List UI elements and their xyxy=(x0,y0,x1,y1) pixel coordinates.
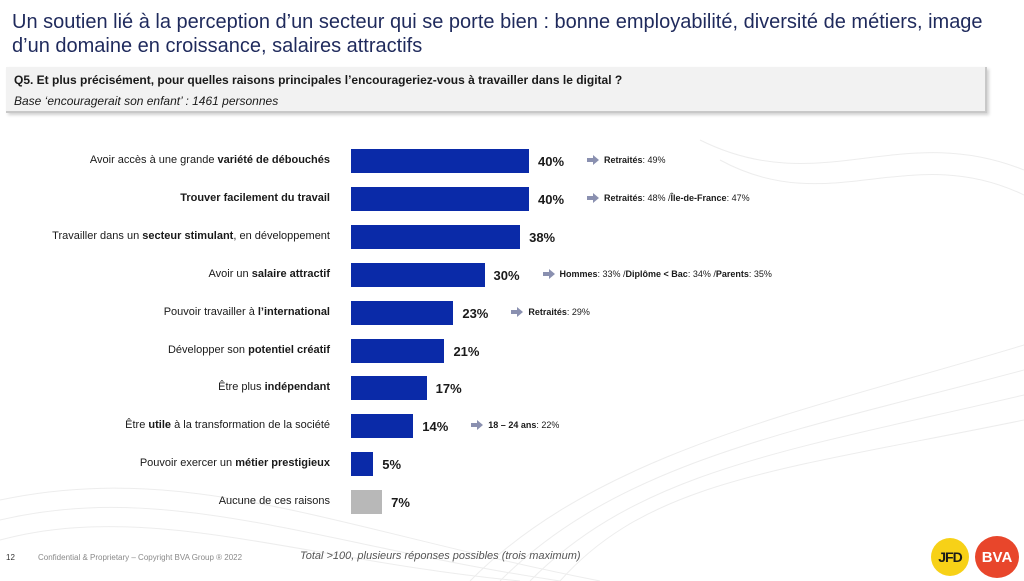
category-label-0-part-1: variété de débouchés xyxy=(217,154,331,166)
subgroup-note-3-part-0: Hommes xyxy=(559,268,598,279)
question-box: Q5. Et plus précisément, pour quelles ra… xyxy=(6,67,987,113)
arrow-right-icon xyxy=(511,306,524,317)
subgroup-note-1-part-3: : 47% xyxy=(726,192,750,203)
category-label-1-part-0: Trouver facilement du travail xyxy=(180,191,330,204)
category-label-8-part-0: Pouvoir exercer un xyxy=(139,457,236,470)
category-label-2: Travailler dans un secteur stimulant, en… xyxy=(52,230,330,242)
subgroup-note-4: Retraités : 29% xyxy=(511,306,590,317)
category-label-9: Aucune de ces raisons xyxy=(219,495,330,507)
jfd-logo-text: JFD xyxy=(938,549,962,565)
value-label-8: 5% xyxy=(382,457,402,473)
bar-4 xyxy=(351,300,454,325)
subgroup-note-0-part-1: : 49% xyxy=(642,155,666,165)
value-label-7: 14% xyxy=(422,419,449,435)
value-label-5: 21% xyxy=(453,343,480,359)
bar-1 xyxy=(351,186,529,211)
bva-logo-text: BVA xyxy=(981,548,1013,566)
subgroup-note-3-part-4: Parents xyxy=(715,268,749,279)
category-label-5-part-0: Développer son xyxy=(167,343,249,356)
value-label-2: 38% xyxy=(529,229,556,245)
category-label-5-part-1: potentiel créatif xyxy=(248,343,330,356)
category-label-2-part-0: Travailler dans un xyxy=(52,229,143,242)
question-text: Q5. Et plus précisément, pour quelles ra… xyxy=(14,73,623,87)
category-label-9-part-0: Aucune de ces raisons xyxy=(218,495,330,508)
category-label-7: Être utile à la transformation de la soc… xyxy=(125,419,330,431)
arrow-right-icon xyxy=(471,420,484,431)
bar-6 xyxy=(351,376,427,401)
total-note: Total >100, plusieurs réponses possibles… xyxy=(300,550,581,562)
category-label-8: Pouvoir exercer un métier prestigieux xyxy=(140,457,330,469)
value-label-1: 40% xyxy=(538,191,565,207)
value-label-3: 30% xyxy=(493,267,520,283)
value-label-6: 17% xyxy=(435,381,462,397)
category-label-0: Avoir accès à une grande variété de débo… xyxy=(90,154,330,166)
category-label-3: Avoir un salaire attractif xyxy=(209,268,330,280)
subgroup-note-3-part-1: : 33% / xyxy=(597,268,626,279)
bar-8 xyxy=(351,452,374,477)
bar-0 xyxy=(351,149,529,173)
arrow-right-icon xyxy=(587,155,599,165)
category-label-6-part-0: Être plus xyxy=(218,381,265,394)
jfd-logo: JFD xyxy=(931,538,969,576)
category-label-3-part-1: salaire attractif xyxy=(251,267,330,280)
subgroup-note-7: 18 – 24 ans : 22% xyxy=(471,420,560,431)
subgroup-note-3-part-5: : 35% xyxy=(748,268,772,279)
category-label-6: Être plus indépendant xyxy=(218,381,330,393)
value-label-9: 7% xyxy=(391,495,410,511)
subgroup-note-7-part-0: 18 – 24 ans xyxy=(488,420,537,431)
subgroup-note-4-part-1: : 29% xyxy=(566,306,590,317)
value-label-0: 40% xyxy=(538,154,565,169)
category-label-3-part-0: Avoir un xyxy=(208,267,252,280)
subgroup-note-4-part-0: Retraités xyxy=(528,306,567,317)
category-label-4-part-1: l’international xyxy=(257,305,330,318)
category-label-7-part-1: utile xyxy=(148,419,172,432)
base-text: Base ‘encouragerait son enfant’ : 1461 p… xyxy=(14,94,279,108)
category-label-4: Pouvoir travailler à l’international xyxy=(164,306,330,318)
category-label-5: Développer son potentiel créatif xyxy=(168,344,330,356)
category-label-7-part-2: à la transformation de la société xyxy=(171,419,330,432)
subgroup-note-3: Hommes : 33% / Diplôme < Bac : 34% / Par… xyxy=(542,268,772,279)
category-label-2-part-1: secteur stimulant xyxy=(142,229,234,242)
arrow-right-icon xyxy=(587,192,599,203)
bar-5 xyxy=(351,338,445,363)
slide-title: Un soutien lié à la perception d’un sect… xyxy=(12,11,983,57)
bar-7 xyxy=(351,414,414,439)
bar-3 xyxy=(351,262,485,287)
subgroup-note-0-part-0: Retraités xyxy=(604,155,643,165)
subgroup-note-7-part-1: : 22% xyxy=(536,420,560,431)
category-label-0-part-0: Avoir accès à une grande xyxy=(89,154,218,166)
subgroup-note-1-part-2: Île-de-France xyxy=(670,192,727,203)
subgroup-note-1-part-1: : 48% / xyxy=(642,192,671,203)
category-label-8-part-1: métier prestigieux xyxy=(235,457,330,470)
subgroup-note-3-part-3: : 34% / xyxy=(687,268,716,279)
bva-logo: BVA xyxy=(975,536,1019,578)
category-label-1: Trouver facilement du travail xyxy=(180,192,330,204)
page-number: 12 xyxy=(6,553,15,562)
subgroup-note-3-part-2: Diplôme < Bac xyxy=(625,268,688,279)
category-label-4-part-0: Pouvoir travailler à xyxy=(163,305,258,318)
category-label-6-part-1: indépendant xyxy=(264,381,330,394)
subgroup-note-0: Retraités : 49% xyxy=(587,155,666,165)
subgroup-note-1-part-0: Retraités xyxy=(604,192,643,203)
bar-2 xyxy=(351,224,521,249)
bar-9 xyxy=(351,490,383,515)
arrow-right-icon xyxy=(542,268,555,279)
category-label-2-part-2: , en développement xyxy=(233,229,330,242)
category-label-7-part-0: Être xyxy=(125,419,149,432)
value-label-4: 23% xyxy=(462,305,489,321)
confidential-notice: Confidential & Proprietary – Copyright B… xyxy=(38,553,243,562)
subgroup-note-1: Retraités : 48% / Île-de-France : 47% xyxy=(587,192,750,203)
